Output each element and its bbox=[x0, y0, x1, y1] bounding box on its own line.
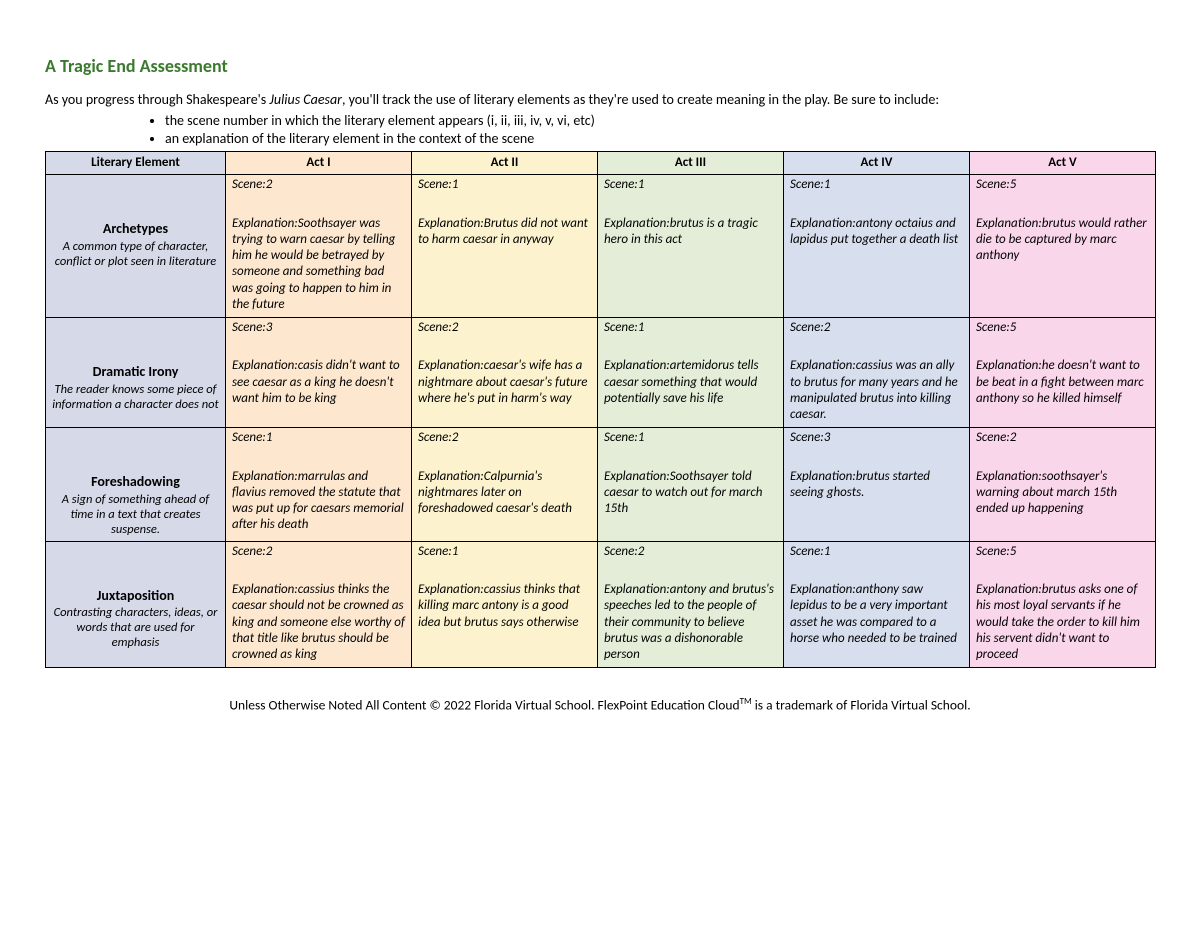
row-header: JuxtapositionContrasting characters, ide… bbox=[46, 541, 226, 668]
table-row: ArchetypesA common type of character, co… bbox=[46, 175, 1156, 318]
table-row: Dramatic IronyThe reader knows some piec… bbox=[46, 318, 1156, 428]
intro-text: As you progress through Shakespeare's Ju… bbox=[45, 91, 1155, 108]
row-header: Dramatic IronyThe reader knows some piec… bbox=[46, 318, 226, 428]
cell-explanation: Explanation:brutus started seeing ghosts… bbox=[790, 469, 963, 502]
cell-scene: Scene:3 bbox=[232, 320, 405, 336]
cell-explanation: Explanation:artemidorus tells caesar som… bbox=[604, 358, 777, 407]
intro-bullets: the scene number in which the literary e… bbox=[165, 112, 1155, 147]
element-desc: Contrasting characters, ideas, or words … bbox=[52, 605, 219, 650]
cell-explanation: Explanation:casis didn't want to see cae… bbox=[232, 358, 405, 407]
cell-scene: Scene:1 bbox=[604, 177, 777, 193]
cell-scene: Scene:1 bbox=[418, 177, 591, 193]
cell-scene: Scene:2 bbox=[604, 544, 777, 560]
cell-explanation: Explanation:anthony saw lepidus to be a … bbox=[790, 582, 963, 647]
table-cell: Scene:1 Explanation:Brutus did not want t… bbox=[412, 175, 598, 318]
cell-scene: Scene:5 bbox=[976, 177, 1149, 193]
cell-scene: Scene:1 bbox=[790, 177, 963, 193]
col-act5: Act V bbox=[970, 152, 1156, 175]
table-cell: Scene:1 Explanation:marrulas and flavius … bbox=[226, 428, 412, 542]
table-cell: Scene:1 Explanation:antony octaius and la… bbox=[784, 175, 970, 318]
element-name: Dramatic Irony bbox=[52, 363, 219, 381]
element-desc: The reader knows some piece of informati… bbox=[52, 382, 219, 412]
intro-post: , you'll track the use of literary eleme… bbox=[342, 91, 939, 108]
assessment-table: Literary Element Act I Act II Act III Ac… bbox=[45, 151, 1156, 668]
footer-post: is a trademark of Florida Virtual School… bbox=[752, 697, 971, 714]
cell-scene: Scene:1 bbox=[232, 430, 405, 446]
cell-scene: Scene:1 bbox=[604, 320, 777, 336]
tm-symbol: TM bbox=[740, 696, 752, 707]
element-desc: A common type of character, conflict or … bbox=[52, 239, 219, 269]
intro-italic: Julius Caesar bbox=[269, 91, 342, 108]
cell-scene: Scene:2 bbox=[976, 430, 1149, 446]
cell-scene: Scene:5 bbox=[976, 320, 1149, 336]
cell-scene: Scene:1 bbox=[790, 544, 963, 560]
table-cell: Scene:5 Explanation:he doesn't want to be… bbox=[970, 318, 1156, 428]
cell-explanation: Explanation:caesar's wife has a nightmar… bbox=[418, 358, 591, 407]
cell-scene: Scene:2 bbox=[418, 430, 591, 446]
table-cell: Scene:2 Explanation:caesar's wife has a n… bbox=[412, 318, 598, 428]
table-cell: Scene:1 Explanation:Soothsayer told caesa… bbox=[598, 428, 784, 542]
element-name: Foreshadowing bbox=[52, 473, 219, 491]
table-cell: Scene:2 Explanation:Calpurnia's nightmare… bbox=[412, 428, 598, 542]
cell-explanation: Explanation:Soothsayer told caesar to wa… bbox=[604, 469, 777, 518]
table-row: JuxtapositionContrasting characters, ide… bbox=[46, 541, 1156, 668]
element-name: Juxtaposition bbox=[52, 587, 219, 605]
table-row: ForeshadowingA sign of something ahead o… bbox=[46, 428, 1156, 542]
row-header: ArchetypesA common type of character, co… bbox=[46, 175, 226, 318]
cell-explanation: Explanation:Brutus did not want to harm … bbox=[418, 216, 591, 249]
cell-scene: Scene:5 bbox=[976, 544, 1149, 560]
bullet-2: an explanation of the literary element i… bbox=[165, 130, 1155, 147]
cell-explanation: Explanation:soothsayer's warning about m… bbox=[976, 469, 1149, 518]
table-body: ArchetypesA common type of character, co… bbox=[46, 175, 1156, 668]
table-cell: Scene:3 Explanation:brutus started seeing… bbox=[784, 428, 970, 542]
table-cell: Scene:3 Explanation:casis didn't want to … bbox=[226, 318, 412, 428]
col-act1: Act I bbox=[226, 152, 412, 175]
footer-pre: Unless Otherwise Noted All Content © 202… bbox=[229, 697, 739, 714]
cell-explanation: Explanation:Calpurnia's nightmares later… bbox=[418, 469, 591, 518]
intro-pre: As you progress through Shakespeare's bbox=[45, 91, 269, 108]
cell-scene: Scene:2 bbox=[418, 320, 591, 336]
row-header: ForeshadowingA sign of something ahead o… bbox=[46, 428, 226, 542]
page-title: A Tragic End Assessment bbox=[45, 55, 1155, 77]
cell-explanation: Explanation:marrulas and flavius removed… bbox=[232, 469, 405, 534]
table-cell: Scene:1 Explanation:artemidorus tells cae… bbox=[598, 318, 784, 428]
col-act3: Act III bbox=[598, 152, 784, 175]
footer-text: Unless Otherwise Noted All Content © 202… bbox=[45, 696, 1155, 714]
table-cell: Scene:2 Explanation:cassius was an ally t… bbox=[784, 318, 970, 428]
cell-scene: Scene:1 bbox=[418, 544, 591, 560]
cell-explanation: Explanation:cassius thinks that killing … bbox=[418, 582, 591, 631]
table-cell: Scene:2 Explanation:soothsayer's warning … bbox=[970, 428, 1156, 542]
col-literary: Literary Element bbox=[46, 152, 226, 175]
table-cell: Scene:2 Explanation:cassius thinks the ca… bbox=[226, 541, 412, 668]
table-cell: Scene:2 Explanation:antony and brutus's s… bbox=[598, 541, 784, 668]
table-cell: Scene:5 Explanation:brutus would rather d… bbox=[970, 175, 1156, 318]
cell-scene: Scene:2 bbox=[790, 320, 963, 336]
cell-explanation: Explanation:antony octaius and lapidus p… bbox=[790, 216, 963, 249]
table-cell: Scene:1 Explanation:cassius thinks that k… bbox=[412, 541, 598, 668]
cell-explanation: Explanation:Soothsayer was trying to war… bbox=[232, 216, 405, 314]
col-act2: Act II bbox=[412, 152, 598, 175]
col-act4: Act IV bbox=[784, 152, 970, 175]
cell-explanation: Explanation:he doesn't want to be beat i… bbox=[976, 358, 1149, 407]
cell-explanation: Explanation:cassius was an ally to brutu… bbox=[790, 358, 963, 423]
table-cell: Scene:1 Explanation:anthony saw lepidus t… bbox=[784, 541, 970, 668]
cell-explanation: Explanation:antony and brutus's speeches… bbox=[604, 582, 777, 663]
cell-scene: Scene:2 bbox=[232, 177, 405, 193]
cell-explanation: Explanation:cassius thinks the caesar sh… bbox=[232, 582, 405, 663]
cell-explanation: Explanation:brutus asks one of his most … bbox=[976, 582, 1149, 663]
bullet-1: the scene number in which the literary e… bbox=[165, 112, 1155, 129]
cell-scene: Scene:3 bbox=[790, 430, 963, 446]
table-header-row: Literary Element Act I Act II Act III Ac… bbox=[46, 152, 1156, 175]
element-desc: A sign of something ahead of time in a t… bbox=[52, 492, 219, 537]
cell-scene: Scene:1 bbox=[604, 430, 777, 446]
cell-explanation: Explanation:brutus would rather die to b… bbox=[976, 216, 1149, 265]
table-cell: Scene:1 Explanation:brutus is a tragic he… bbox=[598, 175, 784, 318]
table-cell: Scene:5 Explanation:brutus asks one of hi… bbox=[970, 541, 1156, 668]
table-cell: Scene:2 Explanation:Soothsayer was trying… bbox=[226, 175, 412, 318]
element-name: Archetypes bbox=[52, 220, 219, 238]
cell-scene: Scene:2 bbox=[232, 544, 405, 560]
cell-explanation: Explanation:brutus is a tragic hero in t… bbox=[604, 216, 777, 249]
